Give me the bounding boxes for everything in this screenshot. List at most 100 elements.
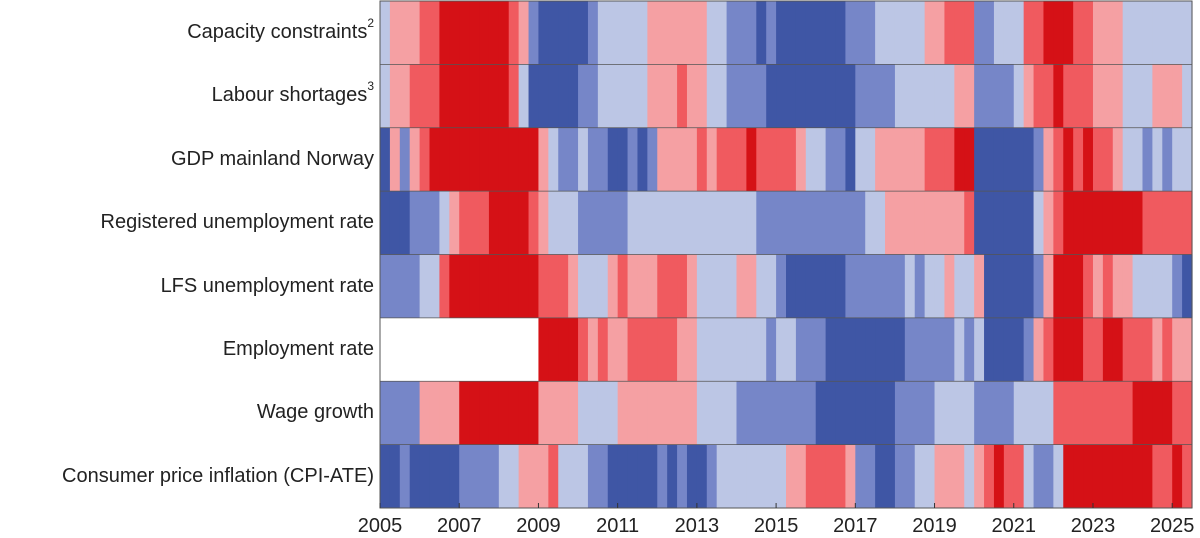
- heatmap-cell: [845, 444, 856, 508]
- heatmap-cell: [964, 191, 975, 255]
- heatmap-cell: [1043, 381, 1054, 445]
- heatmap-cell: [786, 1, 797, 65]
- heatmap-cell: [1023, 127, 1035, 192]
- heatmap-cell: [835, 1, 847, 65]
- heatmap-cell: [924, 64, 936, 128]
- row-label: GDP mainland Norway: [171, 128, 374, 192]
- heatmap-cell: [786, 191, 797, 255]
- heatmap-cell: [597, 64, 609, 128]
- heatmap-cell: [409, 254, 421, 318]
- heatmap-cell: [815, 191, 827, 255]
- heatmap-cell: [1112, 444, 1124, 508]
- heatmap-cell: [696, 317, 708, 382]
- heatmap-cell: [1152, 381, 1163, 445]
- heatmap-cell: [587, 444, 599, 508]
- heatmap-cell: [498, 127, 510, 192]
- heatmap-cell: [1122, 381, 1134, 445]
- heatmap-cell: [389, 1, 401, 65]
- heatmap-cell: [696, 191, 708, 255]
- heatmap-cell: [1023, 1, 1035, 65]
- heatmap-cell: [439, 317, 450, 382]
- heatmap-cell: [528, 1, 540, 65]
- heatmap-cell: [479, 64, 490, 128]
- heatmap-cell: [558, 254, 569, 318]
- heatmap-cell: [677, 444, 688, 508]
- heatmap-cell: [538, 317, 549, 382]
- heatmap-cell: [875, 64, 886, 128]
- heatmap-cell: [380, 381, 391, 445]
- heatmap-cell: [1092, 381, 1104, 445]
- heatmap-cell: [1053, 127, 1064, 192]
- heatmap-cell: [1092, 127, 1104, 192]
- heatmap-cell: [538, 444, 549, 508]
- heatmap-cell: [776, 444, 787, 508]
- heatmap-cell: [548, 64, 559, 128]
- heatmap-cell: [756, 127, 767, 192]
- heatmap-cell: [1063, 127, 1074, 192]
- heatmap-cell: [389, 254, 401, 318]
- heatmap-cell: [637, 444, 648, 508]
- heatmap-cell: [855, 127, 866, 192]
- heatmap-cell: [1102, 254, 1114, 318]
- heatmap-cell: [944, 317, 955, 382]
- heatmap-cell: [716, 127, 728, 192]
- heatmap-cell: [518, 64, 530, 128]
- heatmap-cell: [805, 381, 817, 445]
- heatmap-cell: [607, 254, 619, 318]
- heatmap-cell: [885, 64, 896, 128]
- heatmap-cell: [835, 127, 847, 192]
- heatmap-cell: [647, 444, 658, 508]
- row-label-text: Capacity constraints: [187, 21, 368, 43]
- heatmap-cell: [974, 381, 985, 445]
- heatmap-cell: [459, 381, 470, 445]
- heatmap-cell: [795, 317, 807, 382]
- heatmap-cell: [627, 317, 639, 382]
- heatmap-cell: [449, 1, 460, 65]
- heatmap-cell: [597, 127, 609, 192]
- heatmap-cell: [815, 127, 827, 192]
- heatmap-cell: [1092, 1, 1104, 65]
- heatmap-cell: [1033, 444, 1045, 508]
- heatmap-cell: [706, 444, 718, 508]
- heatmap-cell: [578, 317, 589, 382]
- heatmap-cell: [399, 381, 411, 445]
- heatmap-cell: [578, 64, 589, 128]
- x-tick-label: 2019: [912, 515, 957, 537]
- heatmap-cell: [964, 64, 975, 128]
- heatmap-cell: [1073, 1, 1084, 65]
- heatmap-cell: [1053, 381, 1064, 445]
- heatmap-cell: [706, 254, 718, 318]
- footnote-marker: 3: [367, 79, 374, 94]
- heatmap-cell: [696, 1, 708, 65]
- heatmap-cell: [825, 444, 837, 508]
- heatmap-cell: [1003, 127, 1015, 192]
- heatmap-cell: [825, 1, 837, 65]
- heatmap-cell: [686, 254, 698, 318]
- heatmap-cell: [1122, 127, 1134, 192]
- row-label-text: Labour shortages: [211, 84, 368, 107]
- heatmap-cell: [578, 191, 589, 255]
- heatmap-cell: [389, 191, 401, 255]
- heatmap-cell: [815, 317, 827, 382]
- heatmap-cell: [993, 317, 1005, 382]
- heatmap-cell: [795, 1, 807, 65]
- heatmap-cell: [508, 254, 520, 318]
- heatmap-cell: [885, 317, 896, 382]
- heatmap-cell: [934, 1, 946, 65]
- heatmap-cell: [469, 254, 480, 318]
- heatmap-cell: [1132, 444, 1144, 508]
- heatmap-cell: [508, 1, 520, 65]
- heatmap-cell: [825, 317, 837, 382]
- heatmap-cell: [825, 254, 837, 318]
- heatmap-cell: [637, 1, 648, 65]
- heatmap-cell: [498, 254, 510, 318]
- heatmap-cell: [558, 64, 569, 128]
- heatmap-cell: [974, 317, 985, 382]
- heatmap-cell: [439, 1, 450, 65]
- heatmap-cell: [855, 64, 866, 128]
- heatmap-cell: [1053, 1, 1064, 65]
- heatmap-cell: [479, 381, 490, 445]
- heatmap-cell: [855, 191, 866, 255]
- heatmap-cell: [696, 64, 708, 128]
- heatmap-cell: [894, 444, 906, 508]
